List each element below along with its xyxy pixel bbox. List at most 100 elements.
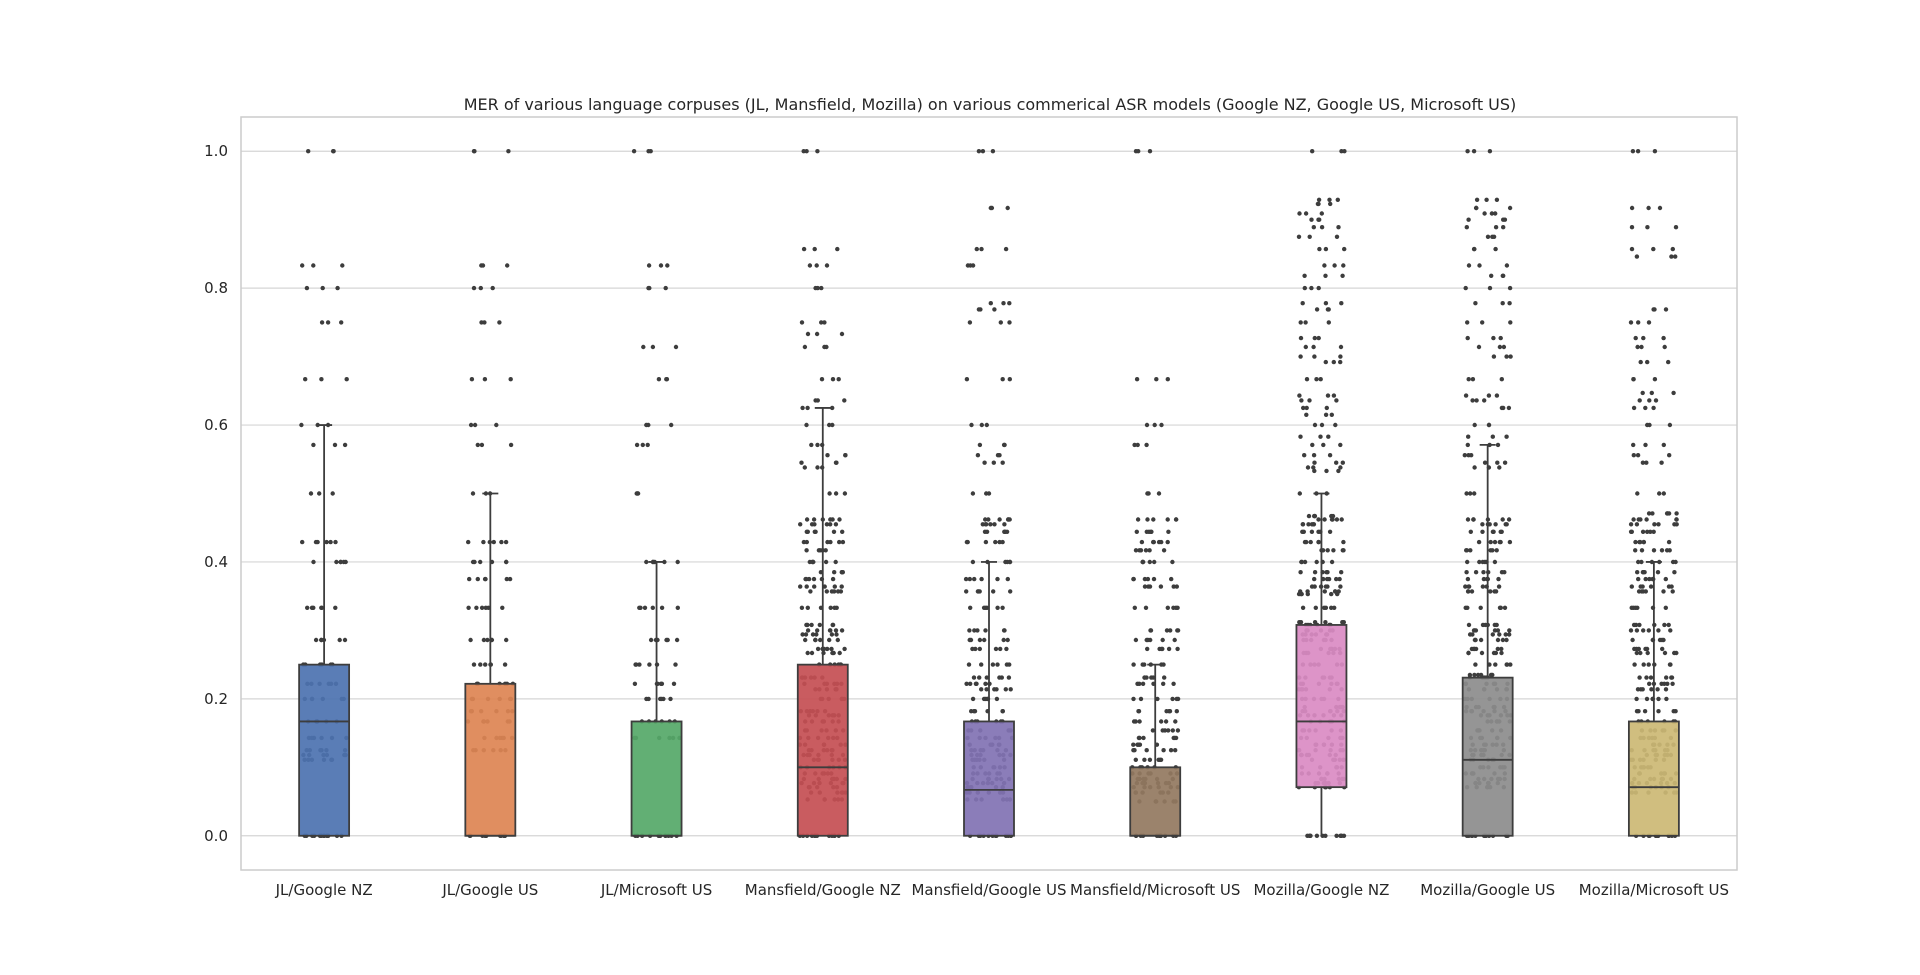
strip-point <box>1649 390 1655 396</box>
strip-point <box>483 662 488 667</box>
strip-point <box>1494 197 1500 202</box>
strip-point <box>1002 628 1007 633</box>
strip-point <box>1646 320 1652 325</box>
strip-point <box>1338 833 1343 838</box>
strip-point <box>837 650 842 656</box>
strip-point <box>1639 559 1644 565</box>
strip-point <box>1495 442 1501 448</box>
box-body <box>1129 766 1182 837</box>
strip-point <box>1473 301 1478 306</box>
strip-point <box>815 646 821 652</box>
strip-point <box>1495 637 1501 643</box>
strip-point <box>1631 622 1637 628</box>
x-tick-label: Mansfield/Google US <box>911 881 1066 899</box>
strip-point <box>995 662 1000 667</box>
strip-point <box>1338 354 1343 359</box>
x-tick-label: Mansfield/Google NZ <box>745 881 901 899</box>
strip-point <box>1465 576 1471 582</box>
strip-point <box>1504 263 1510 268</box>
strip-point <box>970 646 975 652</box>
strip-point <box>981 605 987 610</box>
strip-point <box>1160 637 1165 643</box>
strip-point <box>812 522 817 527</box>
strip-point <box>671 681 677 686</box>
strip-point <box>1325 576 1330 582</box>
strip-point <box>1667 548 1672 553</box>
strip-point <box>1341 263 1346 268</box>
strip-point <box>300 539 305 545</box>
strip-point <box>1492 539 1498 545</box>
strip-point <box>1477 263 1482 268</box>
strip-point <box>1336 589 1341 594</box>
box-0 <box>298 424 351 837</box>
strip-point <box>1472 422 1477 428</box>
strip-point <box>835 589 841 594</box>
box-5 <box>1129 663 1182 837</box>
strip-point <box>1640 529 1646 534</box>
box-6 <box>1295 492 1348 836</box>
strip-point <box>1497 632 1502 637</box>
strip-point <box>1478 637 1484 643</box>
strip-point <box>832 584 837 589</box>
strip-point <box>1660 646 1665 652</box>
strip-point <box>803 637 808 643</box>
strip-point <box>468 422 474 428</box>
strip-point <box>1508 662 1513 667</box>
strip-point <box>1327 529 1333 534</box>
strip-point <box>972 576 977 582</box>
strip-point <box>827 422 832 428</box>
strip-point <box>979 576 984 582</box>
strip-point <box>1636 589 1642 594</box>
strip-point <box>1644 675 1649 680</box>
strip-point <box>1136 709 1141 714</box>
strip-point <box>645 442 650 448</box>
strip-point <box>1338 584 1343 589</box>
strip-point <box>1493 246 1498 252</box>
strip-point <box>1498 529 1503 534</box>
strip-point <box>508 442 514 448</box>
strip-point <box>1151 675 1156 680</box>
strip-point <box>823 548 828 553</box>
strip-point <box>1324 468 1329 474</box>
strip-point <box>656 377 662 382</box>
strip-point <box>1656 628 1661 633</box>
strip-point <box>814 263 819 268</box>
strip-point <box>1466 650 1471 656</box>
strip-point <box>1173 735 1179 741</box>
strip-point <box>1310 442 1315 448</box>
strip-point <box>984 675 989 680</box>
strip-point <box>802 465 807 470</box>
strip-point <box>1144 637 1149 643</box>
strip-point <box>1331 359 1337 365</box>
strip-point <box>1662 622 1667 628</box>
strip-point <box>990 149 996 154</box>
strip-point <box>1161 681 1166 686</box>
strip-point <box>801 246 807 252</box>
strip-point <box>644 559 649 565</box>
strip-point <box>1314 559 1319 565</box>
strip-point <box>834 632 839 637</box>
strip-point <box>976 149 982 154</box>
strip-point <box>994 696 1000 702</box>
strip-point <box>992 522 997 527</box>
strip-point <box>1140 662 1145 667</box>
strip-point <box>1139 539 1145 545</box>
strip-point <box>1311 453 1317 458</box>
strip-point <box>1297 393 1302 398</box>
strip-point <box>1302 559 1308 565</box>
strip-point <box>1322 517 1327 522</box>
strip-point <box>1163 719 1169 724</box>
strip-point <box>500 605 505 610</box>
strip-point <box>324 539 329 545</box>
strip-point <box>970 491 976 496</box>
strip-point <box>663 285 668 291</box>
strip-point <box>1643 442 1648 448</box>
strip-point <box>815 149 820 154</box>
strip-point <box>995 576 1000 582</box>
strip-point <box>836 377 841 382</box>
strip-point <box>319 320 325 325</box>
strip-point <box>1637 398 1642 403</box>
strip-point <box>822 320 827 325</box>
strip-point <box>1490 529 1496 534</box>
strip-point <box>1646 511 1652 516</box>
